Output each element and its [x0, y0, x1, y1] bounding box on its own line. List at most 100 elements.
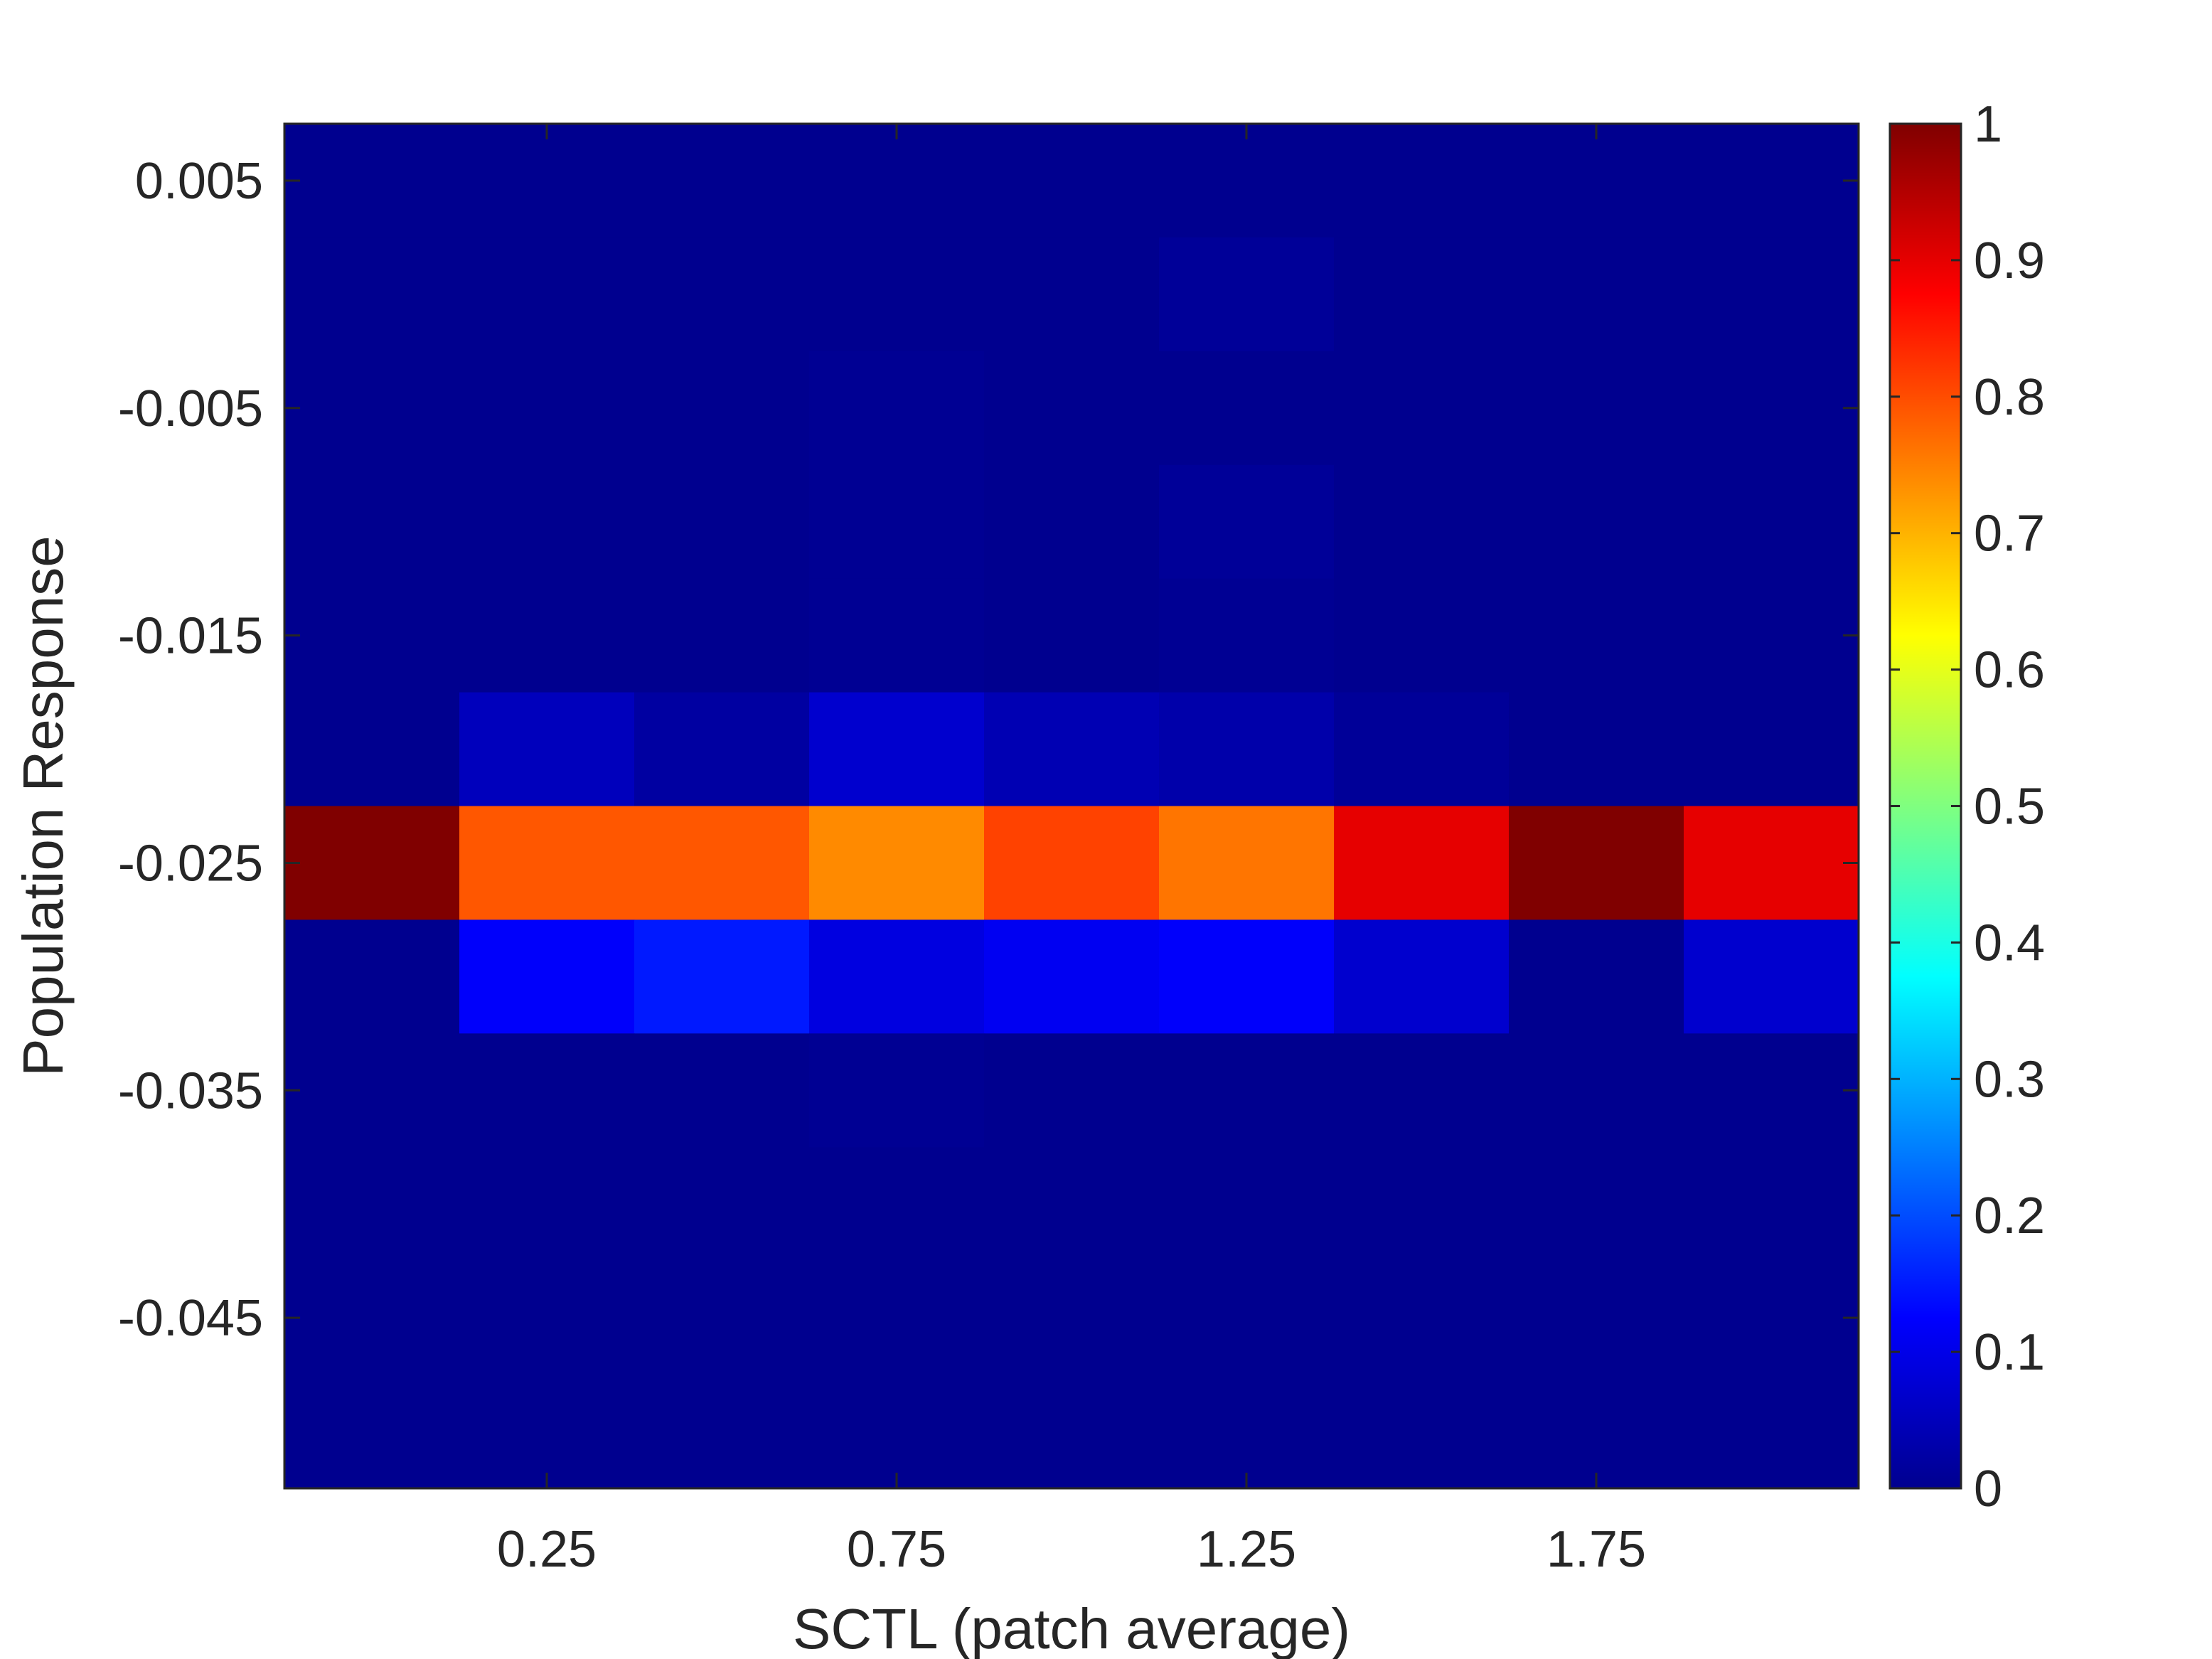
heatmap-cell: [284, 919, 460, 1034]
heatmap-cell: [459, 1033, 635, 1148]
heatmap-cell: [284, 578, 460, 693]
heatmap-cell: [1159, 806, 1335, 921]
x-tick-label: 1.25: [1197, 1521, 1296, 1578]
heatmap-cell: [809, 237, 985, 352]
heatmap-cell: [634, 1375, 810, 1489]
heatmap-cell: [1509, 919, 1684, 1034]
heatmap-cell: [459, 1375, 635, 1489]
heatmap-cell: [459, 1147, 635, 1261]
heatmap-cell: [809, 1147, 985, 1261]
y-tick-label: -0.015: [118, 608, 263, 665]
heatmap-cell: [634, 692, 810, 807]
heatmap-cell: [284, 124, 460, 238]
heatmap-cell: [809, 692, 985, 807]
heatmap-cell: [984, 692, 1160, 807]
heatmap-cell: [634, 351, 810, 466]
heatmap-cell: [1334, 806, 1510, 921]
heatmap-cell: [1509, 1261, 1684, 1375]
heatmap-cell: [1509, 578, 1684, 693]
heatmap-cell: [1684, 237, 1859, 352]
heatmap-cell: [809, 806, 985, 921]
y-tick-label: -0.045: [118, 1290, 263, 1347]
x-tick-label: 1.75: [1546, 1521, 1646, 1578]
heatmap-cell: [984, 351, 1160, 466]
heatmap-cell: [1334, 919, 1510, 1034]
y-tick-label: 0.005: [135, 153, 263, 210]
heatmap-cell: [459, 124, 635, 238]
heatmap-cell: [1334, 237, 1510, 352]
heatmap-cell: [1509, 124, 1684, 238]
heatmap-cell: [1684, 1261, 1859, 1375]
colorbar-labels: 0 0.1 0.2 0.3 0.4 0.5 0.6 0.7 0.8 0.9 1: [1974, 96, 2045, 1517]
heatmap-cell: [1159, 692, 1335, 807]
heatmap-cell: [284, 1375, 460, 1489]
heatmap-cells: [284, 124, 1859, 1489]
heatmap-cell: [1159, 578, 1335, 693]
heatmap-cell: [459, 351, 635, 466]
x-tick-labels: 0.25 0.75 1.25 1.75: [497, 1521, 1646, 1578]
heatmap-cell: [809, 1261, 985, 1375]
heatmap-cell: [284, 1033, 460, 1148]
heatmap-cell: [459, 919, 635, 1034]
heatmap-cell: [1509, 806, 1684, 921]
heatmap-cell: [284, 692, 460, 807]
heatmap-cell: [809, 351, 985, 466]
heatmap-cell: [1509, 464, 1684, 580]
heatmap-cell: [284, 237, 460, 352]
heatmap-cell: [1159, 237, 1335, 352]
heatmap-cell: [284, 464, 460, 580]
heatmap-cell: [1684, 806, 1859, 921]
heatmap-cell: [1334, 1147, 1510, 1261]
colorbar-tick-label: 0.3: [1974, 1051, 2045, 1108]
heatmap-cell: [634, 464, 810, 580]
heatmap-cell: [634, 1147, 810, 1261]
heatmap-cell: [1159, 464, 1335, 580]
heatmap-cell: [1684, 1147, 1859, 1261]
heatmap-cell: [984, 1375, 1160, 1489]
heatmap-cell: [1334, 351, 1510, 466]
colorbar-tick-label: 0.1: [1974, 1324, 2045, 1381]
heatmap-cell: [459, 578, 635, 693]
heatmap-cell: [1159, 1261, 1335, 1375]
plot-ticks: [284, 124, 1859, 1488]
x-tick-label: 0.25: [497, 1521, 597, 1578]
heatmap-cell: [1684, 578, 1859, 693]
colorbar-tick-label: 0.5: [1974, 779, 2045, 836]
heatmap-cell: [809, 919, 985, 1034]
heatmap-cell: [1684, 919, 1859, 1034]
heatmap-cell: [984, 1261, 1160, 1375]
colorbar: [1888, 122, 1962, 1490]
heatmap-cell: [1509, 692, 1684, 807]
heatmap-cell: [1684, 1375, 1859, 1489]
y-tick-label: -0.035: [118, 1062, 263, 1119]
heatmap-cell: [809, 1033, 985, 1148]
x-axis-title: SCTL (patch average): [793, 1597, 1350, 1659]
heatmap-cell: [1334, 464, 1510, 580]
heatmap-cell: [1334, 692, 1510, 807]
heatmap-cell: [1509, 1375, 1684, 1489]
heatmap-cell: [284, 351, 460, 466]
heatmap-cell: [809, 578, 985, 693]
heatmap-cell: [809, 124, 985, 238]
heatmap-cell: [984, 1033, 1160, 1148]
colorbar-tick-label: 0.6: [1974, 642, 2045, 699]
heatmap-cell: [459, 464, 635, 580]
heatmap-cell: [1509, 351, 1684, 466]
heatmap-cell: [984, 124, 1160, 238]
heatmap-cell: [984, 237, 1160, 352]
heatmap-cell: [1684, 124, 1859, 238]
heatmap-cell: [1159, 1375, 1335, 1489]
heatmap-cell: [984, 464, 1160, 580]
heatmap-cell: [984, 1147, 1160, 1261]
heatmap-cell: [459, 1261, 635, 1375]
heatmap-cell: [809, 464, 985, 580]
heatmap-cell: [459, 237, 635, 352]
colorbar-tick-label: 0.8: [1974, 369, 2045, 426]
colorbar-ticks: [1890, 122, 1961, 1490]
heatmap-cell: [634, 806, 810, 921]
heatmap-cell: [1334, 1261, 1510, 1375]
heatmap-cell: [1159, 919, 1335, 1034]
colorbar-tick-label: 1: [1974, 96, 2002, 153]
heatmap-cell: [1509, 1033, 1684, 1148]
